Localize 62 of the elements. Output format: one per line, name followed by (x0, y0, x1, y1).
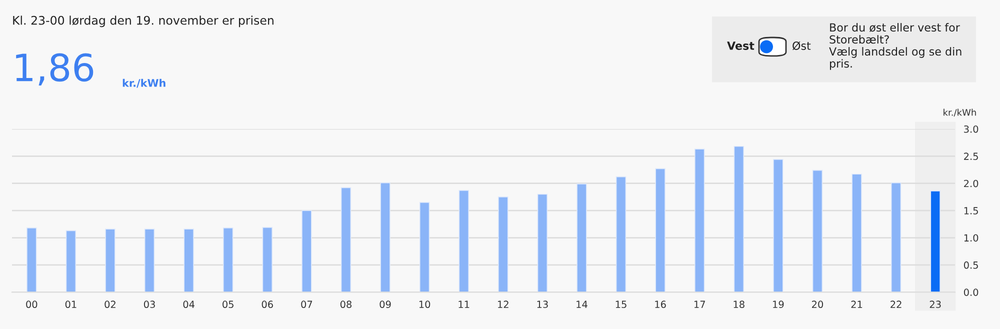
text: Bor du øst eller vest for Storebælt? Vælg landsdel og se din pris. (829, 23, 962, 70)
bar (812, 170, 823, 292)
y-tick-label: 1.0 (964, 234, 978, 242)
bar (694, 148, 705, 292)
x-tick-label: 19 (773, 300, 784, 308)
x-tick-label: 06 (262, 300, 273, 308)
x-tick-label: 04 (183, 300, 194, 308)
bar (302, 210, 312, 292)
bar (105, 228, 116, 292)
bar (576, 183, 587, 292)
x-tick-label: 01 (65, 300, 76, 308)
x-tick-label: 16 (655, 300, 666, 308)
x-tick-label: 13 (537, 300, 548, 308)
x-tick-label: 03 (144, 300, 155, 308)
x-tick-label: 11 (458, 300, 470, 308)
x-tick-label: 09 (380, 300, 391, 308)
bar (616, 176, 626, 292)
bar (26, 228, 37, 292)
text: Øst (792, 41, 811, 50)
x-tick-label: 02 (104, 300, 116, 308)
x-tick-label: 21 (851, 300, 862, 308)
x-tick-label: 23 (930, 300, 941, 308)
bar (773, 159, 784, 292)
bar (222, 228, 234, 292)
x-tick-label: 10 (419, 300, 430, 308)
x-tick-label: 20 (812, 300, 824, 308)
bar (380, 182, 390, 292)
bar (419, 202, 430, 292)
y-tick-label: 2.0 (964, 180, 978, 188)
x-tick-label: 07 (301, 300, 312, 308)
y-tick-label: 2.5 (964, 152, 978, 160)
text: Vest (727, 42, 754, 50)
y-tick-label: 1.5 (964, 207, 978, 214)
x-tick-label: 18 (734, 300, 744, 308)
x-tick-label: 14 (576, 300, 588, 308)
y-tick-label: 0.0 (964, 288, 978, 296)
text: 1,86 (16, 53, 94, 86)
bar (734, 146, 744, 292)
bar (655, 168, 666, 292)
y-axis-title: kr./kWh (944, 108, 976, 117)
y-tick-label: 3.0 (964, 125, 978, 133)
bar (930, 190, 940, 292)
bar (262, 227, 273, 292)
x-tick-label: 12 (498, 300, 508, 308)
bar (340, 187, 352, 292)
chart-title: Kl. 23-00 lørdag den 19. november er prisen (13, 16, 274, 28)
bar (66, 230, 76, 292)
x-tick-label: 22 (890, 300, 902, 308)
y-tick-label: 0.5 (964, 261, 978, 269)
x-tick-label: 08 (340, 300, 352, 308)
bar (144, 228, 155, 292)
bar (184, 228, 194, 292)
bar (458, 190, 469, 292)
bar (537, 194, 548, 292)
x-tick-label: 05 (222, 300, 234, 308)
x-tick-label: 15 (616, 300, 626, 308)
text: kr./kWh (122, 78, 166, 88)
x-tick-label: 17 (694, 300, 705, 308)
bar (852, 174, 862, 292)
bar (890, 182, 902, 292)
bar (498, 196, 508, 292)
x-tick-label: 00 (26, 300, 38, 308)
